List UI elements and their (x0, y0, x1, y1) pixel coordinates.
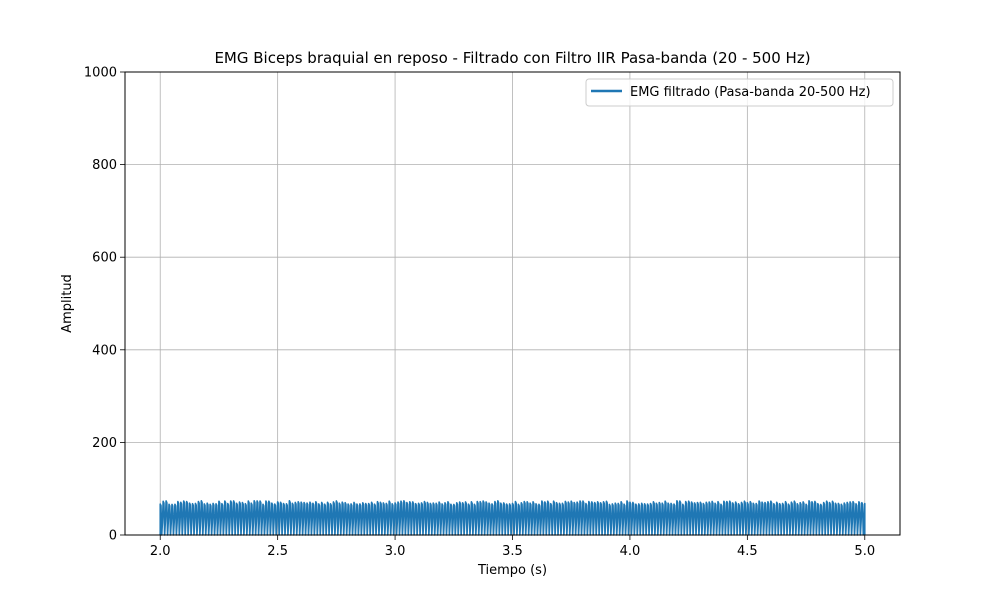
y-axis-label: Amplitud (60, 274, 75, 333)
legend-label: EMG filtrado (Pasa-banda 20-500 Hz) (630, 85, 871, 100)
y-tick-label-2: 400 (92, 343, 117, 358)
tick-layer: 2.0 2.5 3.0 3.5 4.0 4.5 5.0 0 200 400 600 800 1000 (84, 66, 875, 560)
series-layer (159, 499, 866, 536)
y-tick-label-1: 200 (92, 436, 117, 451)
chart-title: EMG Biceps braquial en reposo - Filtrado… (214, 49, 810, 67)
series-line-0 (159, 499, 866, 536)
x-tick-label-6: 5.0 (854, 544, 875, 559)
y-tick-label-0: 0 (109, 529, 117, 544)
y-tick-label-5: 1000 (84, 66, 117, 81)
legend-box (585, 78, 894, 107)
y-tick-label-3: 600 (92, 251, 117, 266)
x-axis-label: Tiempo (s) (477, 563, 547, 578)
legend: EMG filtrado (Pasa-banda 20-500 Hz) (585, 78, 894, 107)
y-tick-label-4: 800 (92, 158, 117, 173)
x-tick-label-4: 4.0 (620, 544, 641, 559)
x-tick-label-3: 3.5 (502, 544, 523, 559)
x-tick-label-0: 2.0 (150, 544, 171, 559)
x-tick-label-1: 2.5 (267, 544, 288, 559)
x-tick-label-2: 3.0 (385, 544, 406, 559)
x-tick-label-5: 4.5 (737, 544, 758, 559)
